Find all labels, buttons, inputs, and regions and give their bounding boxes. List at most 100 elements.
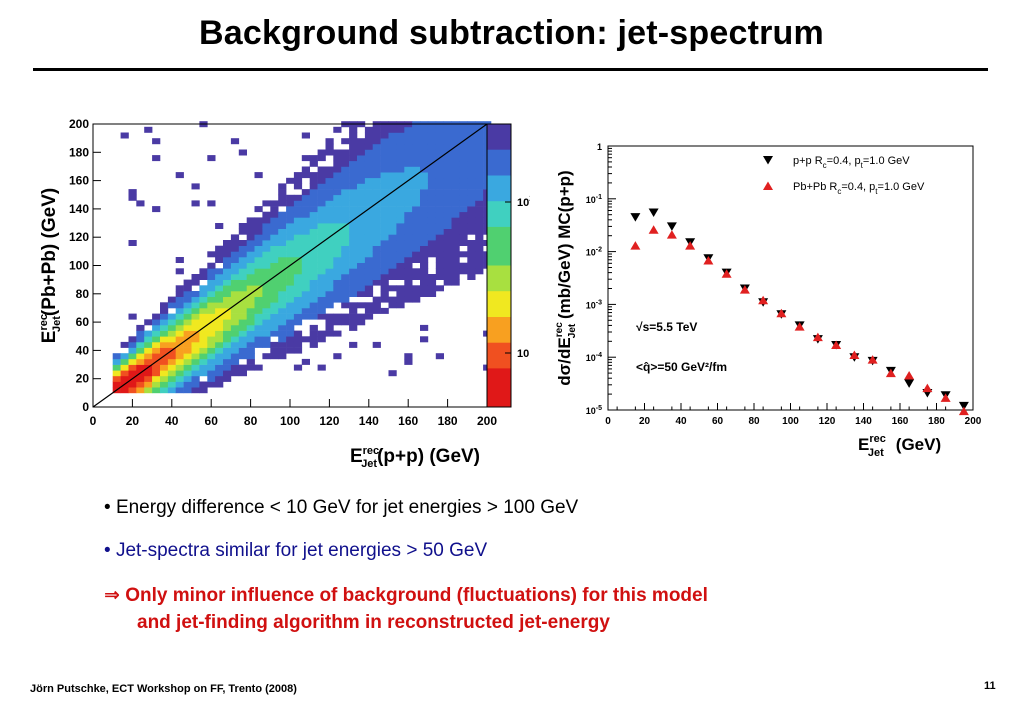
heatmap-cell	[341, 285, 350, 292]
heatmap-cell	[254, 330, 263, 337]
heatmap-cell	[404, 285, 413, 292]
heatmap-cell	[246, 234, 255, 241]
x-tick-label: 120	[819, 416, 836, 427]
heatmap-cell	[412, 296, 421, 303]
heatmap-cell	[223, 251, 232, 258]
heatmap-cell	[459, 234, 468, 241]
heatmap-cell	[199, 319, 208, 326]
heatmap-cell	[175, 319, 184, 326]
heatmap-cell	[238, 240, 247, 246]
heatmap-cell	[443, 132, 452, 139]
heatmap-cell	[215, 364, 224, 371]
heatmap-cell	[380, 223, 389, 229]
x-axis-label: Erec Jet(p+p) (GeV)	[350, 445, 480, 470]
heatmap-cell	[254, 302, 263, 309]
heatmap-cell	[262, 257, 271, 263]
heatmap-cell	[136, 375, 145, 382]
bullet-item: • Energy difference < 10 GeV for jet ene…	[104, 497, 579, 518]
heatmap-cell	[349, 228, 358, 235]
heatmap-cell	[396, 138, 405, 145]
heatmap-cell	[160, 307, 169, 314]
heatmap-cell	[207, 381, 216, 388]
heatmap-cell	[207, 302, 216, 309]
data-point	[776, 308, 787, 318]
heatmap-cell	[427, 172, 437, 179]
heatmap-cell	[293, 268, 303, 275]
heatmap-cell	[301, 262, 310, 269]
heatmap-cell	[412, 132, 421, 139]
heatmap-cell	[380, 155, 389, 162]
heatmap-cell	[388, 245, 397, 252]
heatmap-cell	[207, 336, 216, 343]
heatmap-cell	[286, 200, 295, 207]
heatmap-cell	[372, 217, 381, 224]
heatmap-cell	[254, 319, 263, 326]
annotation-qhat: <q̂>=50 GeV²/fm	[636, 360, 727, 374]
heatmap-cell	[435, 143, 444, 150]
heatmap-cell	[420, 285, 429, 292]
heatmap-cell	[341, 257, 350, 263]
y-tick-label: 10-1	[586, 194, 602, 205]
heatmap-cell	[215, 223, 224, 229]
heatmap-cell	[175, 347, 184, 354]
y-tick-label: 10-5	[586, 405, 602, 416]
heatmap-cell	[451, 200, 460, 207]
y-tick-label: 160	[69, 174, 89, 188]
heatmap-cell	[262, 251, 271, 258]
heatmap-cell	[475, 143, 484, 150]
heatmap-cell	[317, 274, 326, 280]
heatmap-cell	[475, 160, 484, 167]
heatmap-cell	[443, 172, 452, 179]
y-tick-label: 60	[76, 315, 90, 329]
heatmap-cell	[443, 189, 452, 196]
heatmap-cell	[144, 358, 153, 365]
reference-line	[92, 123, 488, 408]
heatmap-cell	[427, 132, 437, 139]
heatmap-cell	[412, 251, 421, 258]
data-point	[812, 332, 823, 342]
heatmap-cell	[396, 172, 405, 179]
colorbar-frame	[486, 123, 512, 408]
heatmap-cell	[380, 200, 389, 207]
heatmap-cell	[372, 240, 381, 246]
heatmap-cell	[380, 126, 389, 133]
heatmap-cell	[230, 291, 240, 297]
heatmap-cell	[309, 313, 318, 320]
heatmap-cell	[388, 172, 397, 179]
heatmap-cell	[301, 291, 310, 297]
heatmap-cell	[120, 364, 129, 371]
heatmap-cell	[246, 217, 255, 224]
heatmap-cell	[364, 240, 374, 246]
heatmap-cell	[412, 291, 421, 297]
heatmap-cell	[207, 279, 216, 286]
heatmap-cell	[120, 387, 129, 394]
heatmap-cell	[199, 387, 208, 394]
heatmap-cell	[183, 324, 192, 331]
heatmap-cell	[427, 234, 437, 241]
heatmap-cell	[199, 347, 208, 354]
heatmap-cell	[396, 143, 405, 150]
heatmap-cell	[443, 217, 452, 224]
heatmap-cell	[325, 143, 334, 150]
heatmap-cell	[404, 211, 413, 218]
heatmap-cell	[246, 223, 255, 229]
heatmap-cell	[309, 296, 318, 303]
heatmap-cell	[451, 217, 460, 224]
heatmap-cell	[262, 285, 271, 292]
heatmap-cell	[199, 268, 208, 275]
data-point	[904, 379, 915, 388]
heatmap-cell	[467, 200, 476, 207]
colorbar-band	[487, 188, 511, 202]
heatmap-cell	[167, 387, 177, 394]
heatmap-cell	[341, 274, 350, 280]
heatmap-cell	[404, 217, 413, 224]
heatmap-cell	[325, 268, 334, 275]
heatmap-cell	[183, 307, 192, 314]
heatmap-cell	[278, 274, 287, 280]
heatmap-cell	[380, 228, 389, 235]
heatmap-cell	[459, 166, 468, 173]
heatmap-cell	[349, 177, 358, 184]
heatmap-cell	[380, 206, 389, 213]
heatmap-cell	[262, 262, 271, 269]
heatmap-cell	[467, 149, 476, 156]
